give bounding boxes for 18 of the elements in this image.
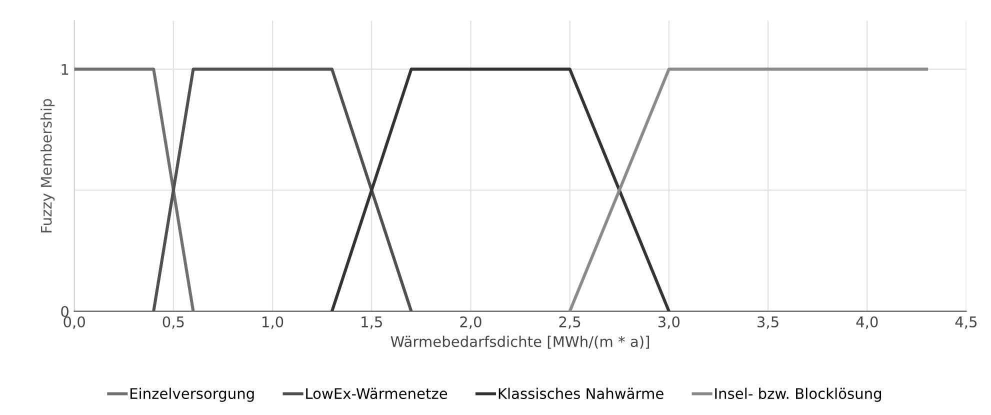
y-axis-title: Fuzzy Membership <box>40 99 55 232</box>
legend-label: LowEx-Wärmenetze <box>306 388 448 400</box>
x-tick-label: 0,0 <box>64 316 85 329</box>
x-tick-label: 2,5 <box>559 316 580 329</box>
x-tick-label: 1,5 <box>362 316 382 329</box>
x-tick-label: 3,0 <box>658 316 680 329</box>
x-tick-label: 4,5 <box>955 316 977 329</box>
x-axis-title: Wärmebedarfsdichte [MWh/(m * a)] <box>390 336 650 349</box>
x-tick-label: 0,5 <box>162 316 184 329</box>
x-tick-label: 3,5 <box>758 316 778 329</box>
y-tick-label: 0 <box>61 306 68 317</box>
legend-label: Insel- bzw. Blocklösung <box>715 388 882 402</box>
legend-label: Klassisches Nahwärme <box>498 388 664 400</box>
y-tick-label: 1 <box>62 64 68 75</box>
legend-label: Einzelversorgung <box>130 388 254 402</box>
x-tick-label: 1,0 <box>262 316 284 329</box>
x-tick-label: 2,0 <box>460 316 482 329</box>
x-tick-label: 4,0 <box>856 316 878 329</box>
